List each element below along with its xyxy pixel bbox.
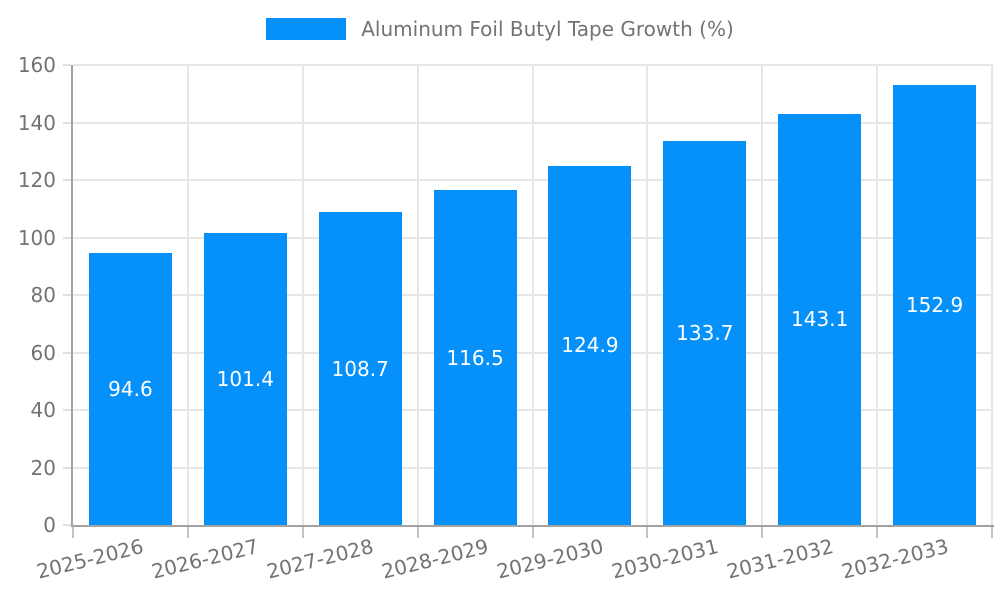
v-gridline xyxy=(416,65,419,525)
x-tick-mark xyxy=(761,527,764,538)
y-tick-label: 140 xyxy=(17,110,56,135)
bar: 108.7 xyxy=(318,212,402,525)
bar: 143.1 xyxy=(778,113,862,525)
y-tick-mark xyxy=(63,409,71,411)
x-tick-mark xyxy=(301,527,304,538)
bar: 116.5 xyxy=(433,190,517,525)
y-axis-line xyxy=(71,65,73,527)
y-tick-mark xyxy=(63,64,71,66)
bar-value-label: 143.1 xyxy=(791,307,849,332)
legend-swatch-icon xyxy=(266,18,347,40)
x-tick-mark xyxy=(876,527,879,538)
y-tick-label: 100 xyxy=(17,225,56,250)
y-tick-mark xyxy=(63,179,71,181)
x-tick-label: 2032-2033 xyxy=(838,534,951,584)
x-tick-mark xyxy=(416,527,419,538)
v-gridline xyxy=(531,65,534,525)
x-tick-label: 2027-2028 xyxy=(264,534,376,584)
y-tick-label: 120 xyxy=(17,168,56,192)
y-tick-mark xyxy=(63,121,71,124)
x-tick-mark xyxy=(72,527,74,538)
v-gridline xyxy=(761,65,764,525)
legend-label: Aluminum Foil Butyl Tape Growth (%) xyxy=(361,17,734,41)
x-tick-label: 2030-2031 xyxy=(609,534,721,584)
bar: 101.4 xyxy=(203,233,287,525)
v-gridline xyxy=(186,65,189,525)
bar-value-label: 133.7 xyxy=(676,320,734,345)
y-tick-mark xyxy=(63,236,71,239)
x-tick-mark xyxy=(646,527,649,538)
y-tick-label: 40 xyxy=(30,398,56,422)
bar: 94.6 xyxy=(88,253,172,525)
y-tick-label: 160 xyxy=(17,53,56,77)
bar-value-label: 108.7 xyxy=(331,356,389,381)
bar-value-label: 116.5 xyxy=(446,345,504,370)
bar: 152.9 xyxy=(893,85,977,525)
x-tick-mark xyxy=(991,527,993,538)
v-gridline xyxy=(646,65,649,525)
x-tick-label: 2026-2027 xyxy=(149,534,262,584)
y-tick-mark xyxy=(63,294,71,296)
x-tick-mark xyxy=(186,527,189,538)
v-gridline xyxy=(301,65,304,525)
x-tick-label: 2029-2030 xyxy=(494,534,606,584)
x-tick-mark xyxy=(531,527,534,538)
bar: 133.7 xyxy=(663,140,747,525)
x-tick-label: 2025-2026 xyxy=(34,534,147,584)
x-tick-label: 2028-2029 xyxy=(379,534,491,584)
y-tick-label: 0 xyxy=(43,513,56,537)
y-tick-label: 60 xyxy=(30,340,56,365)
plot-area: 94.6 101.4 108.7 116.5 124.9 133.7 143.1 152.9 xyxy=(63,64,994,538)
y-tick-mark xyxy=(63,466,71,469)
bar-value-label: 101.4 xyxy=(216,367,274,392)
y-tick-mark xyxy=(63,524,71,526)
bar-value-label: 124.9 xyxy=(561,333,619,358)
x-axis-line xyxy=(71,525,994,527)
y-tick-mark xyxy=(63,351,71,354)
bar-value-label: 94.6 xyxy=(108,377,153,401)
y-tick-label: 20 xyxy=(30,455,56,480)
x-tick-label: 2031-2032 xyxy=(723,534,836,584)
bar-value-label: 152.9 xyxy=(905,293,964,318)
v-gridline xyxy=(991,65,993,525)
bar: 124.9 xyxy=(548,165,632,525)
legend: Aluminum Foil Butyl Tape Growth (%) xyxy=(0,17,1000,41)
v-gridline xyxy=(876,65,879,525)
y-tick-label: 80 xyxy=(30,283,56,307)
